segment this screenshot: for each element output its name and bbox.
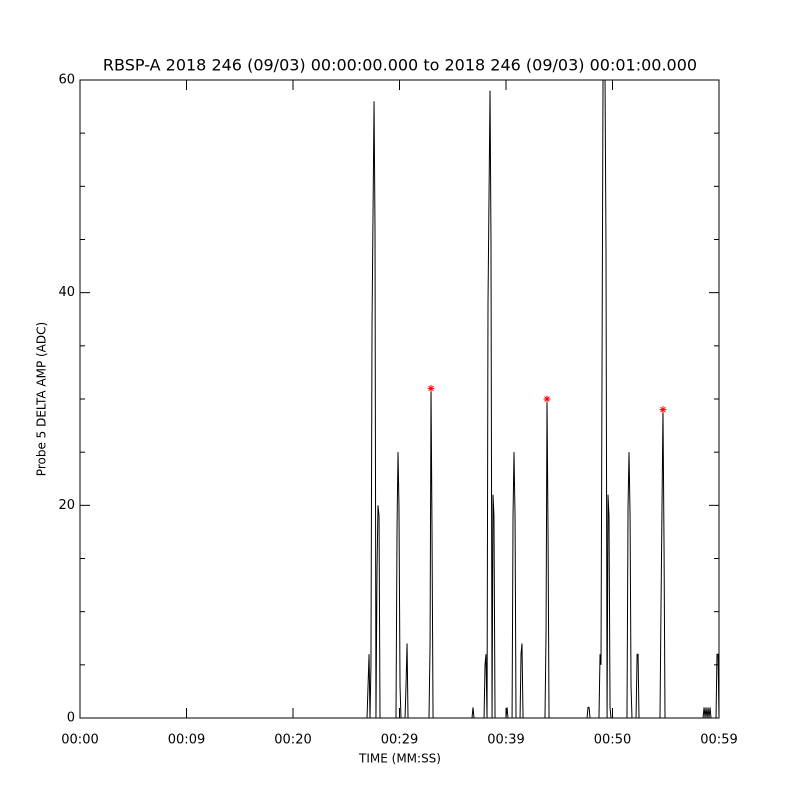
x-tick-label: 00:09 xyxy=(168,733,205,748)
x-tick-label: 00:39 xyxy=(487,733,524,748)
x-tick-label: 00:50 xyxy=(594,733,631,748)
y-tick-label: 60 xyxy=(58,73,75,88)
y-tick-label: 20 xyxy=(58,498,75,513)
x-axis-label: TIME (MM:SS) xyxy=(358,752,441,766)
x-tick-label: 00:29 xyxy=(381,733,418,748)
marker xyxy=(659,406,667,414)
chart-title: RBSP-A 2018 246 (09/03) 00:00:00.000 to … xyxy=(103,56,697,75)
x-tick-label: 00:00 xyxy=(61,733,98,748)
x-tick-label: 00:59 xyxy=(700,733,737,748)
y-axis-label: Probe 5 DELTA AMP (ADC) xyxy=(35,322,49,476)
marker xyxy=(543,395,551,403)
data-line xyxy=(80,79,720,719)
x-tick-label: 00:20 xyxy=(274,733,311,748)
marker xyxy=(427,384,435,392)
y-tick-label: 40 xyxy=(58,285,75,300)
y-tick-label: 0 xyxy=(67,711,75,726)
